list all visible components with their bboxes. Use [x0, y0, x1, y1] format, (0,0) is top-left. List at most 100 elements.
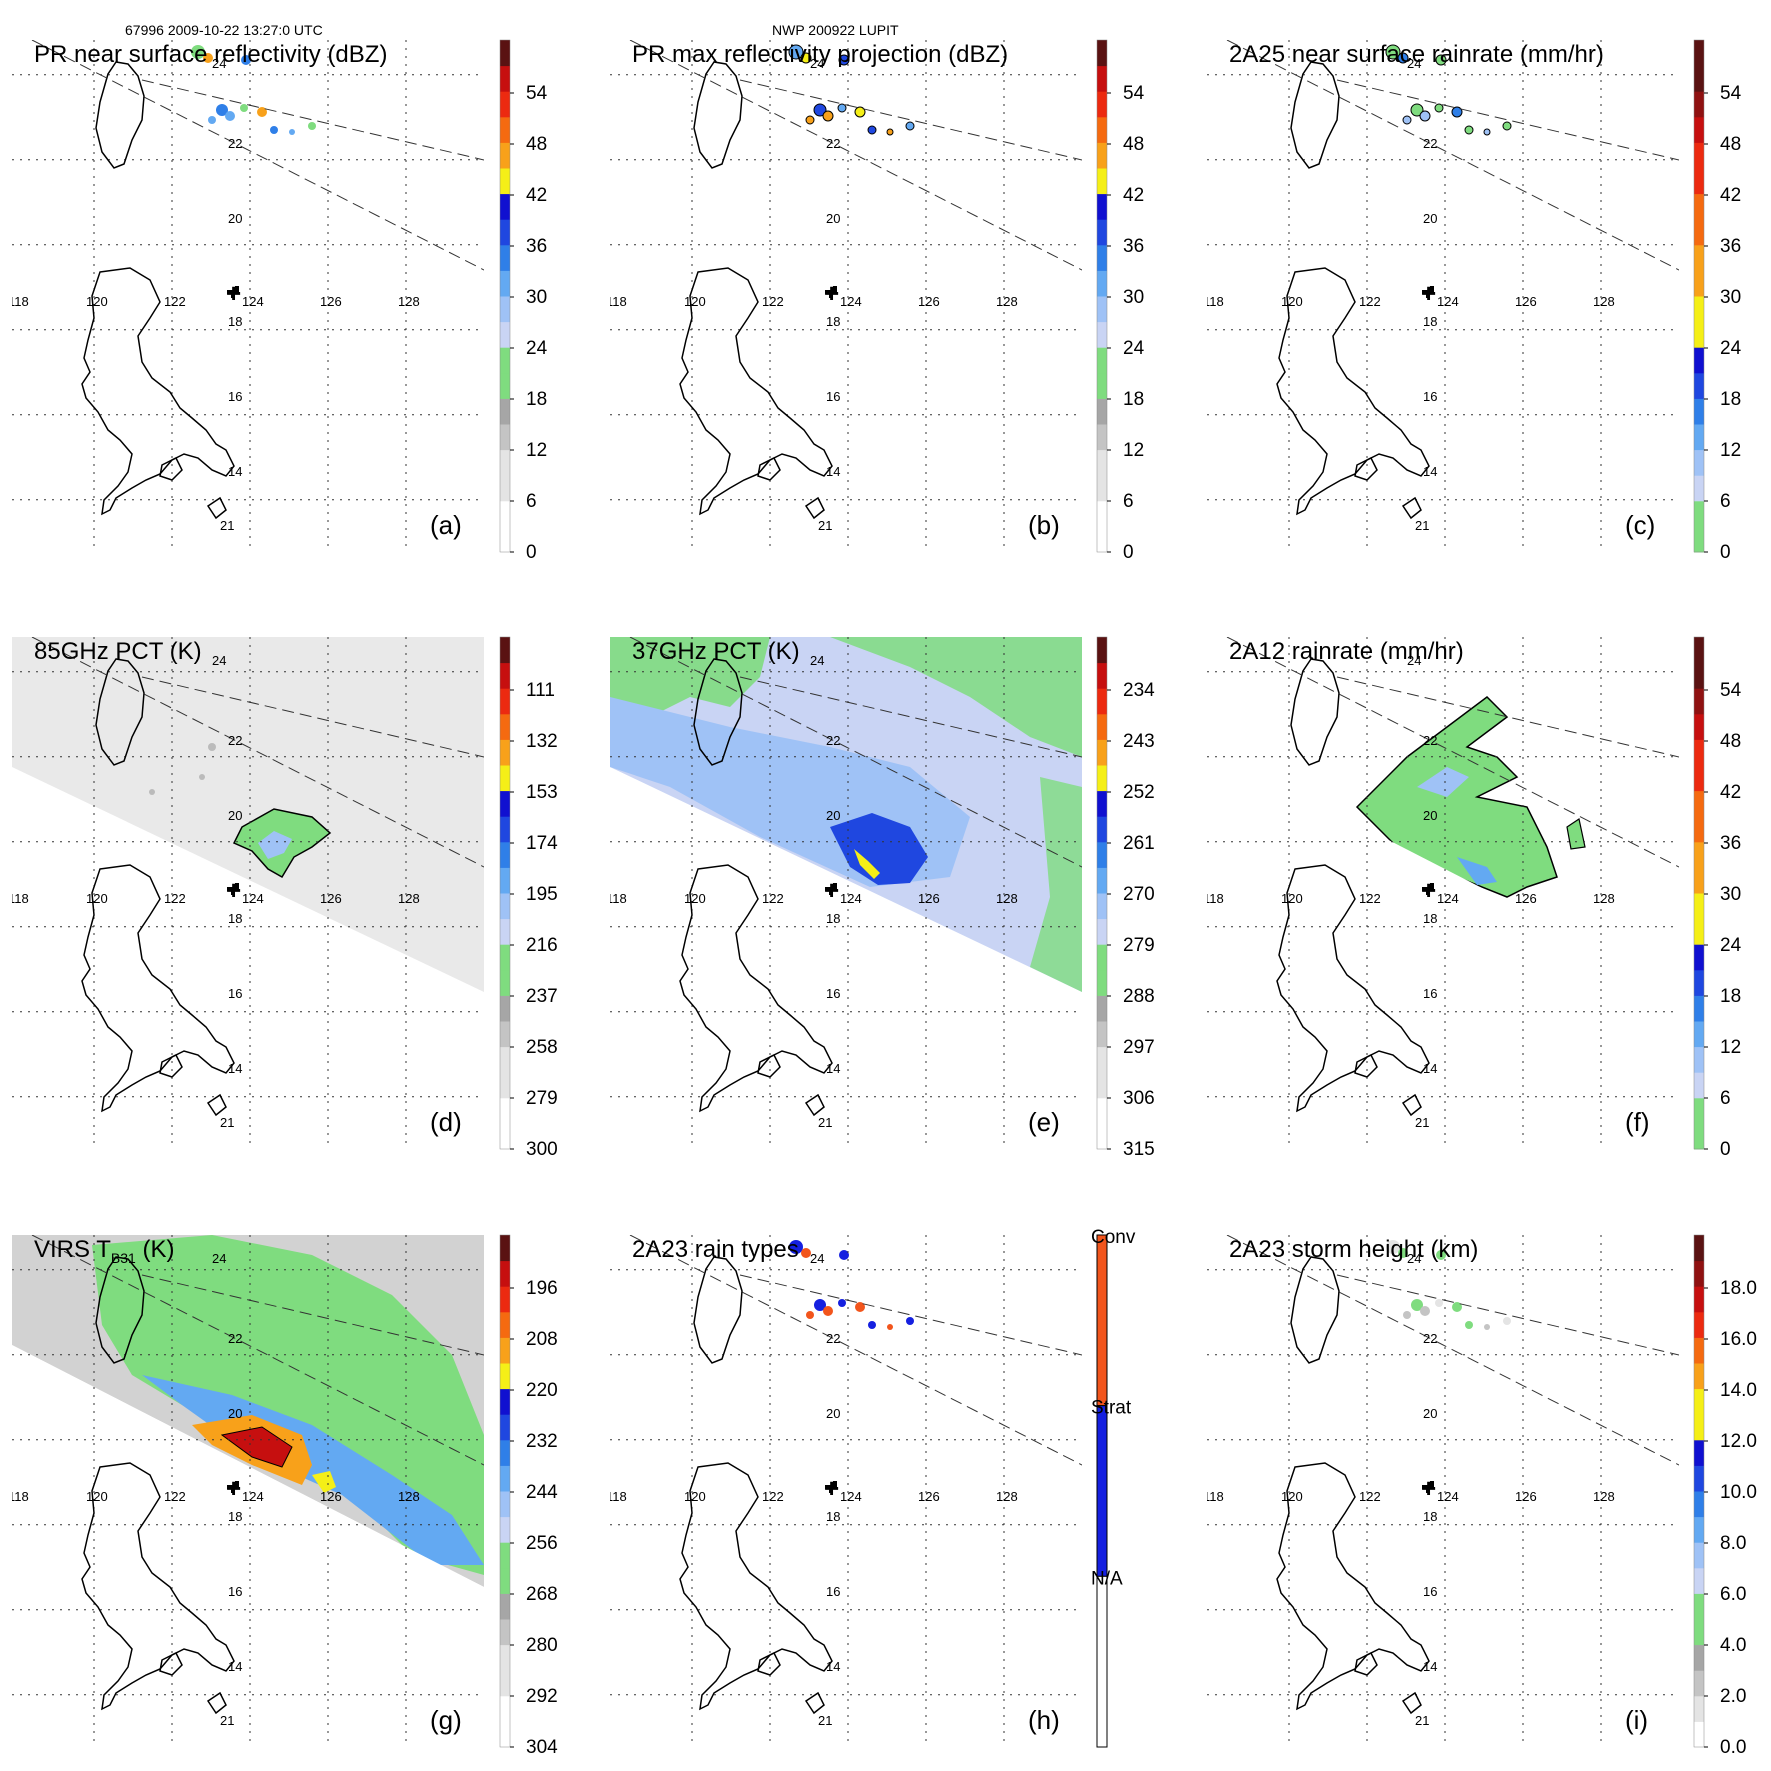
lat-tick-label: 16 [228, 986, 242, 1001]
lat-tick-label: 22 [228, 733, 242, 748]
colorbar-g: 304 292 280 268 256 244 232 220 208 196 [499, 1234, 558, 1758]
colorbar-segment [1694, 244, 1704, 271]
lat-tick-label: 20 [826, 808, 840, 823]
colorbar-label: 279 [1123, 935, 1155, 956]
map-area: +118 120 122 124 126 128 24 22 20 18 16 14 21 [606, 1235, 1082, 1747]
colorbar-segment [500, 116, 510, 143]
panel-title: 2A25 near surface rainrate (mm/hr) [1229, 41, 1604, 68]
lon-tick-label: 124 [242, 891, 264, 906]
panel-letter-label: (g) [430, 1705, 462, 1735]
warm-pct-region [830, 637, 1082, 757]
colorbar-segment [500, 296, 510, 323]
colorbar-segment [1097, 193, 1107, 220]
colorbar-segment [1694, 969, 1704, 996]
colorbar-label: Strat [1091, 1398, 1132, 1419]
colorbar-segment [1097, 526, 1107, 553]
lat-tick-label: 14 [1423, 1061, 1437, 1076]
panel-title: 2A12 rainrate (mm/hr) [1229, 638, 1464, 665]
map-panel-h: +118 120 122 124 126 128 24 22 20 18 16 14 21 2A23 ra… [606, 1227, 1136, 1748]
colorbar-segment [1694, 1567, 1704, 1594]
taiwan-coastline [693, 658, 743, 766]
colorbar-segment [1694, 1695, 1704, 1722]
map-panel-g: +118 120 122 124 126 128 24 22 20 18 16 14 21 VIRS TB… [12, 1234, 558, 1758]
rain-cell [1464, 125, 1474, 135]
colorbar-frame [1693, 39, 1705, 553]
taiwan-coastline [693, 1256, 743, 1364]
lat-tick-label: 16 [826, 986, 840, 1001]
colorbar-label: 315 [1123, 1139, 1155, 1160]
colorbar-label: 18 [1123, 389, 1144, 410]
swath-edge-dashed [1336, 79, 1679, 161]
colorbar-frame [1693, 1234, 1705, 1748]
colorbar-label: 18 [526, 389, 547, 410]
map-area: +118 120 122 124 126 128 24 22 20 18 16 14 21 [1207, 637, 1679, 1149]
colorbar-segment [1694, 1260, 1704, 1287]
rain-cell [854, 106, 866, 118]
colorbar-segment [1694, 662, 1704, 689]
rain-cell [837, 103, 847, 113]
lat-tick-label: 24 [810, 1251, 824, 1266]
lat-tick-label: 20 [826, 211, 840, 226]
panel-letter-label: (e) [1028, 1107, 1060, 1137]
colorbar-segment [1694, 1516, 1704, 1543]
colorbar-segment [1694, 65, 1704, 92]
lon-tick-label: 120 [684, 294, 706, 309]
colorbar-segment [500, 219, 510, 246]
colorbar-label: 279 [526, 1088, 558, 1109]
colorbar-segment [1694, 739, 1704, 766]
colorbar-frame [499, 1234, 511, 1748]
rain-cell [800, 52, 812, 64]
colorbar-segment [1694, 193, 1704, 220]
lat-tick-label: 20 [1423, 211, 1437, 226]
colorbar-segment [1097, 816, 1107, 843]
colorbar-segment [500, 475, 510, 502]
lat-tick-label: 16 [228, 1584, 242, 1599]
swath-edge-dashed [31, 637, 484, 868]
colorbar-segment [500, 765, 510, 792]
warm-pct-region [1030, 777, 1082, 992]
swath-background [12, 637, 484, 992]
colorbar-segment [500, 1072, 510, 1099]
rain-cell [806, 1311, 814, 1319]
colorbar-segment [1097, 296, 1107, 323]
colorbar-segment [1097, 424, 1107, 451]
philippines-coastline [757, 1053, 781, 1078]
rain-cell [1465, 1321, 1473, 1329]
colorbar-label: 10.0 [1720, 1482, 1757, 1503]
lon-tick-label: 128 [996, 1489, 1018, 1504]
lon-tick-label: 126 [1515, 891, 1537, 906]
colorbar-label: 244 [526, 1482, 558, 1503]
lon-tick-label: 120 [684, 891, 706, 906]
lon-tick-label: 118 [606, 1489, 627, 1504]
colorbar-segment [1097, 372, 1107, 399]
colorbar-segment [1694, 1021, 1704, 1048]
colorbar-label: 243 [1123, 731, 1155, 752]
taiwan-coastline [95, 1256, 145, 1364]
storm-center-marker [1422, 286, 1434, 298]
lat-tick-label: 18 [228, 1509, 242, 1524]
rain-cell [1436, 1250, 1446, 1260]
colorbar-label: 6 [1123, 491, 1134, 512]
lat-tick-label: 22 [826, 733, 840, 748]
lon-tick-label: 122 [164, 294, 186, 309]
taiwan-coastline [693, 61, 743, 169]
swath-edge-dashed [141, 676, 484, 758]
lon-tick-label: 120 [86, 1489, 108, 1504]
swath-edge-dashed [1336, 1274, 1679, 1356]
lon-tick-label: 124 [840, 891, 862, 906]
rain-cell [1452, 1302, 1462, 1312]
lat-tick-label: 24 [1407, 1251, 1421, 1266]
colorbar-label: 8.0 [1720, 1533, 1746, 1554]
lat-tick-label: 14 [826, 1061, 840, 1076]
lon-tick-label: 122 [1359, 891, 1381, 906]
colorbar-label: 30 [1720, 884, 1741, 905]
colorbar-label: 111 [526, 680, 555, 701]
rain-cell [1403, 1311, 1411, 1319]
colorbar-segment [500, 398, 510, 425]
panel-title: PR max reflectivity projection (dBZ) [632, 41, 1008, 68]
rain-cell [789, 1240, 803, 1254]
colorbar-segment [500, 1516, 510, 1543]
colorbar-segment [500, 841, 510, 868]
cold-spot [149, 789, 155, 795]
colorbar-segment [1097, 398, 1107, 425]
